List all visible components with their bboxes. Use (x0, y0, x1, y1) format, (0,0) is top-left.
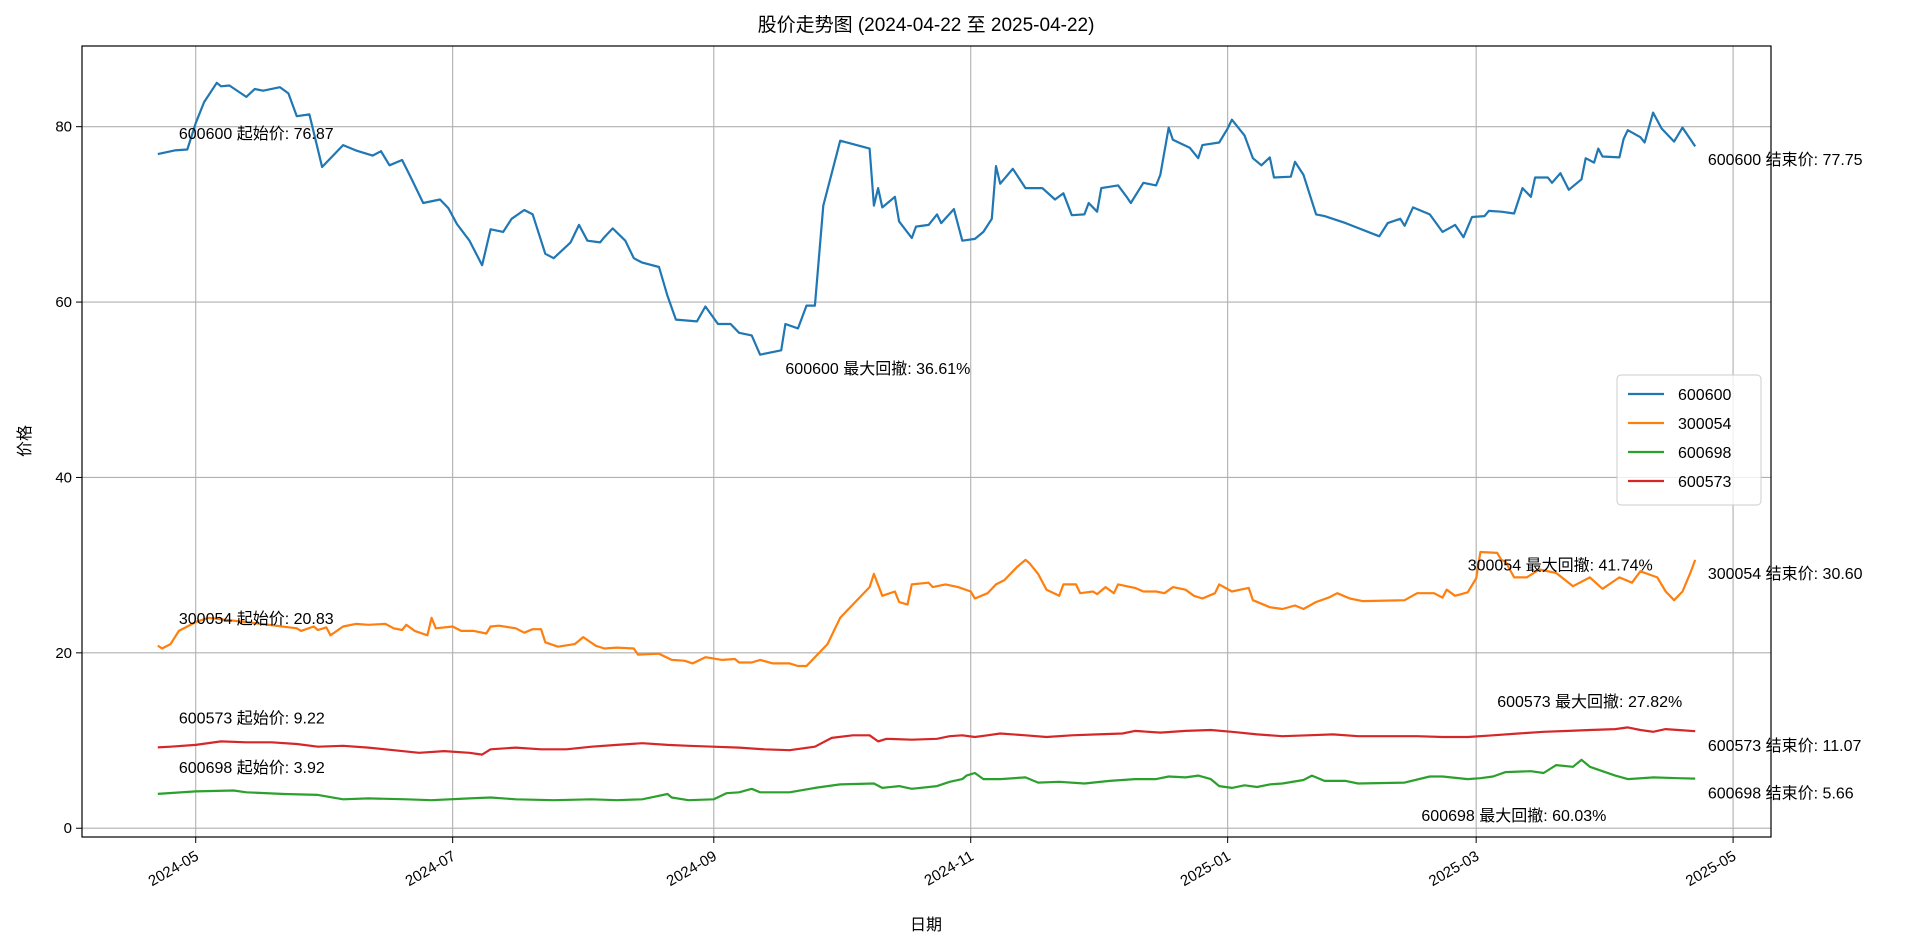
annotation-dd: 600600 最大回撤: 36.61% (785, 360, 970, 378)
annotation-dd: 300054 最大回撤: 41.74% (1468, 556, 1653, 574)
annotation-start: 300054 起始价: 20.83 (179, 610, 334, 628)
legend-label-300054: 300054 (1678, 416, 1731, 433)
series-lines (157, 81, 1697, 802)
grid-lines (82, 46, 1771, 837)
series-line-600573 (157, 726, 1696, 756)
series-line-300054 (157, 550, 1697, 668)
legend-label-600600: 600600 (1678, 387, 1731, 404)
legend-label-600573: 600573 (1678, 474, 1731, 491)
series-line-600600 (157, 81, 1697, 356)
y-tick-label: 0 (64, 820, 72, 837)
annotation-dd: 600573 最大回撤: 27.82% (1497, 693, 1682, 711)
annotation-start: 600698 起始价: 3.92 (179, 759, 325, 777)
annotation-end: 600573 结束价: 11.07 (1708, 737, 1862, 755)
legend-box (1616, 374, 1762, 506)
annotations: 600600 起始价: 76.87 600600 结束价: 77.75 600600… (179, 125, 1863, 825)
annotation-dd: 600698 最大回撤: 60.03% (1421, 807, 1606, 825)
annotation-end: 600600 结束价: 77.75 (1708, 151, 1863, 169)
y-tick-label: 60 (55, 294, 72, 311)
legend: 600600 300054 600698 600573 (1616, 374, 1762, 506)
annotation-end: 300054 结束价: 30.60 (1708, 565, 1863, 583)
annotation-end: 600698 结束价: 5.66 (1708, 784, 1854, 802)
axes-frame (81, 45, 1772, 838)
y-tick-label: 80 (55, 119, 72, 136)
legend-label-600698: 600698 (1678, 445, 1731, 462)
annotation-start: 600600 起始价: 76.87 (179, 125, 334, 143)
series-line-600698 (157, 758, 1696, 802)
chart-title: 股价走势图 (2024-04-22 至 2025-04-22) (758, 14, 1095, 36)
x-axis-label: 日期 (910, 916, 942, 934)
y-axis-label: 价格 (16, 425, 34, 457)
y-tick-label: 40 (55, 469, 72, 486)
annotation-start: 600573 起始价: 9.22 (179, 710, 325, 728)
y-tick-label: 20 (55, 645, 72, 662)
